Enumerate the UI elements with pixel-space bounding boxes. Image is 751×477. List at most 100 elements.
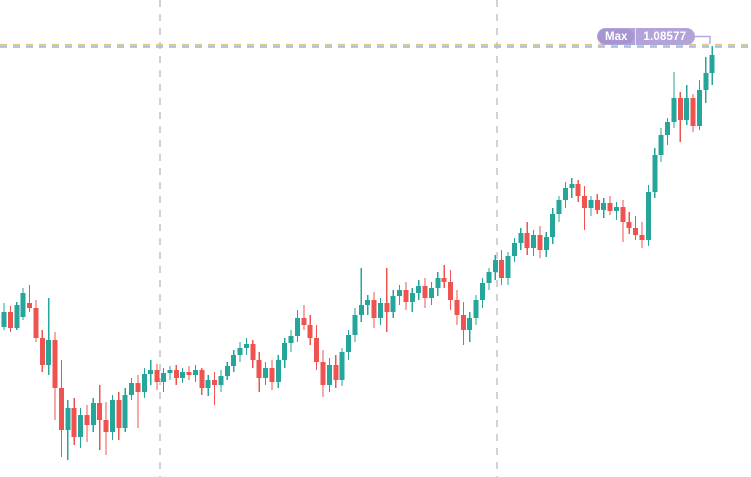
candle-down xyxy=(626,222,632,228)
candle-down xyxy=(524,233,530,248)
candle-up xyxy=(122,395,128,428)
max-price-label[interactable]: Max 1.08577 xyxy=(597,28,696,45)
candle-up xyxy=(109,400,115,432)
candle-up xyxy=(684,98,690,120)
candle-up xyxy=(397,290,403,296)
candle-down xyxy=(403,290,409,302)
candle-up xyxy=(486,272,492,283)
candle-down xyxy=(97,403,103,420)
candle-up xyxy=(358,305,364,315)
candle-down xyxy=(154,370,160,382)
candle-down xyxy=(39,338,45,365)
candle-up xyxy=(531,235,537,248)
candle-down xyxy=(307,325,313,338)
candle-up xyxy=(129,383,135,395)
candle-up xyxy=(703,73,709,90)
candle-down xyxy=(71,408,77,437)
candle-up xyxy=(346,335,352,352)
candle-down xyxy=(33,308,39,338)
candle-up xyxy=(180,372,186,378)
candle-up xyxy=(148,370,154,374)
candle-down xyxy=(320,362,326,385)
candle-down xyxy=(639,235,645,240)
candle-down xyxy=(103,420,109,432)
candle-up xyxy=(467,318,473,330)
candle-down xyxy=(448,282,454,300)
candle-down xyxy=(135,383,141,392)
candle-up xyxy=(1,312,7,327)
candle-down xyxy=(594,200,600,210)
candle-up xyxy=(543,237,549,250)
candle-up xyxy=(288,336,294,343)
candle-down xyxy=(256,360,262,378)
candle-down xyxy=(499,260,505,278)
candle-up xyxy=(562,188,568,200)
candle-up xyxy=(696,90,702,126)
candle-down xyxy=(384,303,390,312)
candle-down xyxy=(460,315,466,330)
candle-up xyxy=(141,374,147,392)
candle-up xyxy=(652,155,658,192)
candle-up xyxy=(224,366,230,376)
candle-down xyxy=(677,98,683,120)
candle-up xyxy=(480,283,485,300)
candle-up xyxy=(275,360,281,382)
candle-up xyxy=(658,135,664,155)
candle-down xyxy=(441,278,447,282)
candle-up xyxy=(339,352,345,380)
candle-up xyxy=(390,296,396,312)
candle-down xyxy=(314,338,320,362)
candle-up xyxy=(588,200,594,208)
candle-down xyxy=(173,370,179,378)
candle-up xyxy=(365,300,371,305)
candle-down xyxy=(7,312,13,328)
candle-down xyxy=(454,300,460,315)
candle-up xyxy=(550,214,556,237)
candle-up xyxy=(20,293,26,317)
candle-down xyxy=(58,388,64,430)
candle-down xyxy=(250,344,256,360)
candle-up xyxy=(709,55,715,73)
candle-down xyxy=(333,365,339,380)
candle-up xyxy=(556,200,562,214)
candle-up xyxy=(326,365,332,385)
candle-up xyxy=(205,380,211,388)
candle-down xyxy=(371,300,377,318)
candle-up xyxy=(416,286,422,293)
candle-up xyxy=(243,344,249,348)
candle-up xyxy=(167,370,173,373)
max-label-connector xyxy=(691,35,711,44)
max-label-chip: Max xyxy=(598,29,635,44)
max-price-value: 1.08577 xyxy=(635,28,695,45)
candle-up xyxy=(511,243,517,256)
max-label-text: Max xyxy=(605,30,628,43)
candle-up xyxy=(352,315,358,335)
candle-up xyxy=(409,293,415,302)
candle-up xyxy=(237,348,243,355)
candle-up xyxy=(569,184,575,188)
candle-down xyxy=(690,98,696,126)
candle-down xyxy=(422,286,428,298)
candle-up xyxy=(505,256,511,278)
candle-up xyxy=(665,122,671,135)
candle-up xyxy=(645,192,651,240)
candle-down xyxy=(186,372,192,375)
candle-up xyxy=(90,403,96,425)
candle-down xyxy=(27,303,33,308)
candle-down xyxy=(199,370,205,388)
candle-up xyxy=(46,340,52,365)
candle-down xyxy=(301,318,307,325)
candle-up xyxy=(492,260,498,272)
candle-up xyxy=(518,233,524,243)
candle-down xyxy=(582,196,588,208)
candle-up xyxy=(601,203,607,210)
candle-up xyxy=(14,305,20,328)
candle-up xyxy=(377,303,383,318)
candle-up xyxy=(473,300,479,318)
candle-up xyxy=(192,370,198,375)
candle-down xyxy=(84,415,90,425)
candle-up xyxy=(428,288,434,298)
candle-down xyxy=(52,340,58,388)
